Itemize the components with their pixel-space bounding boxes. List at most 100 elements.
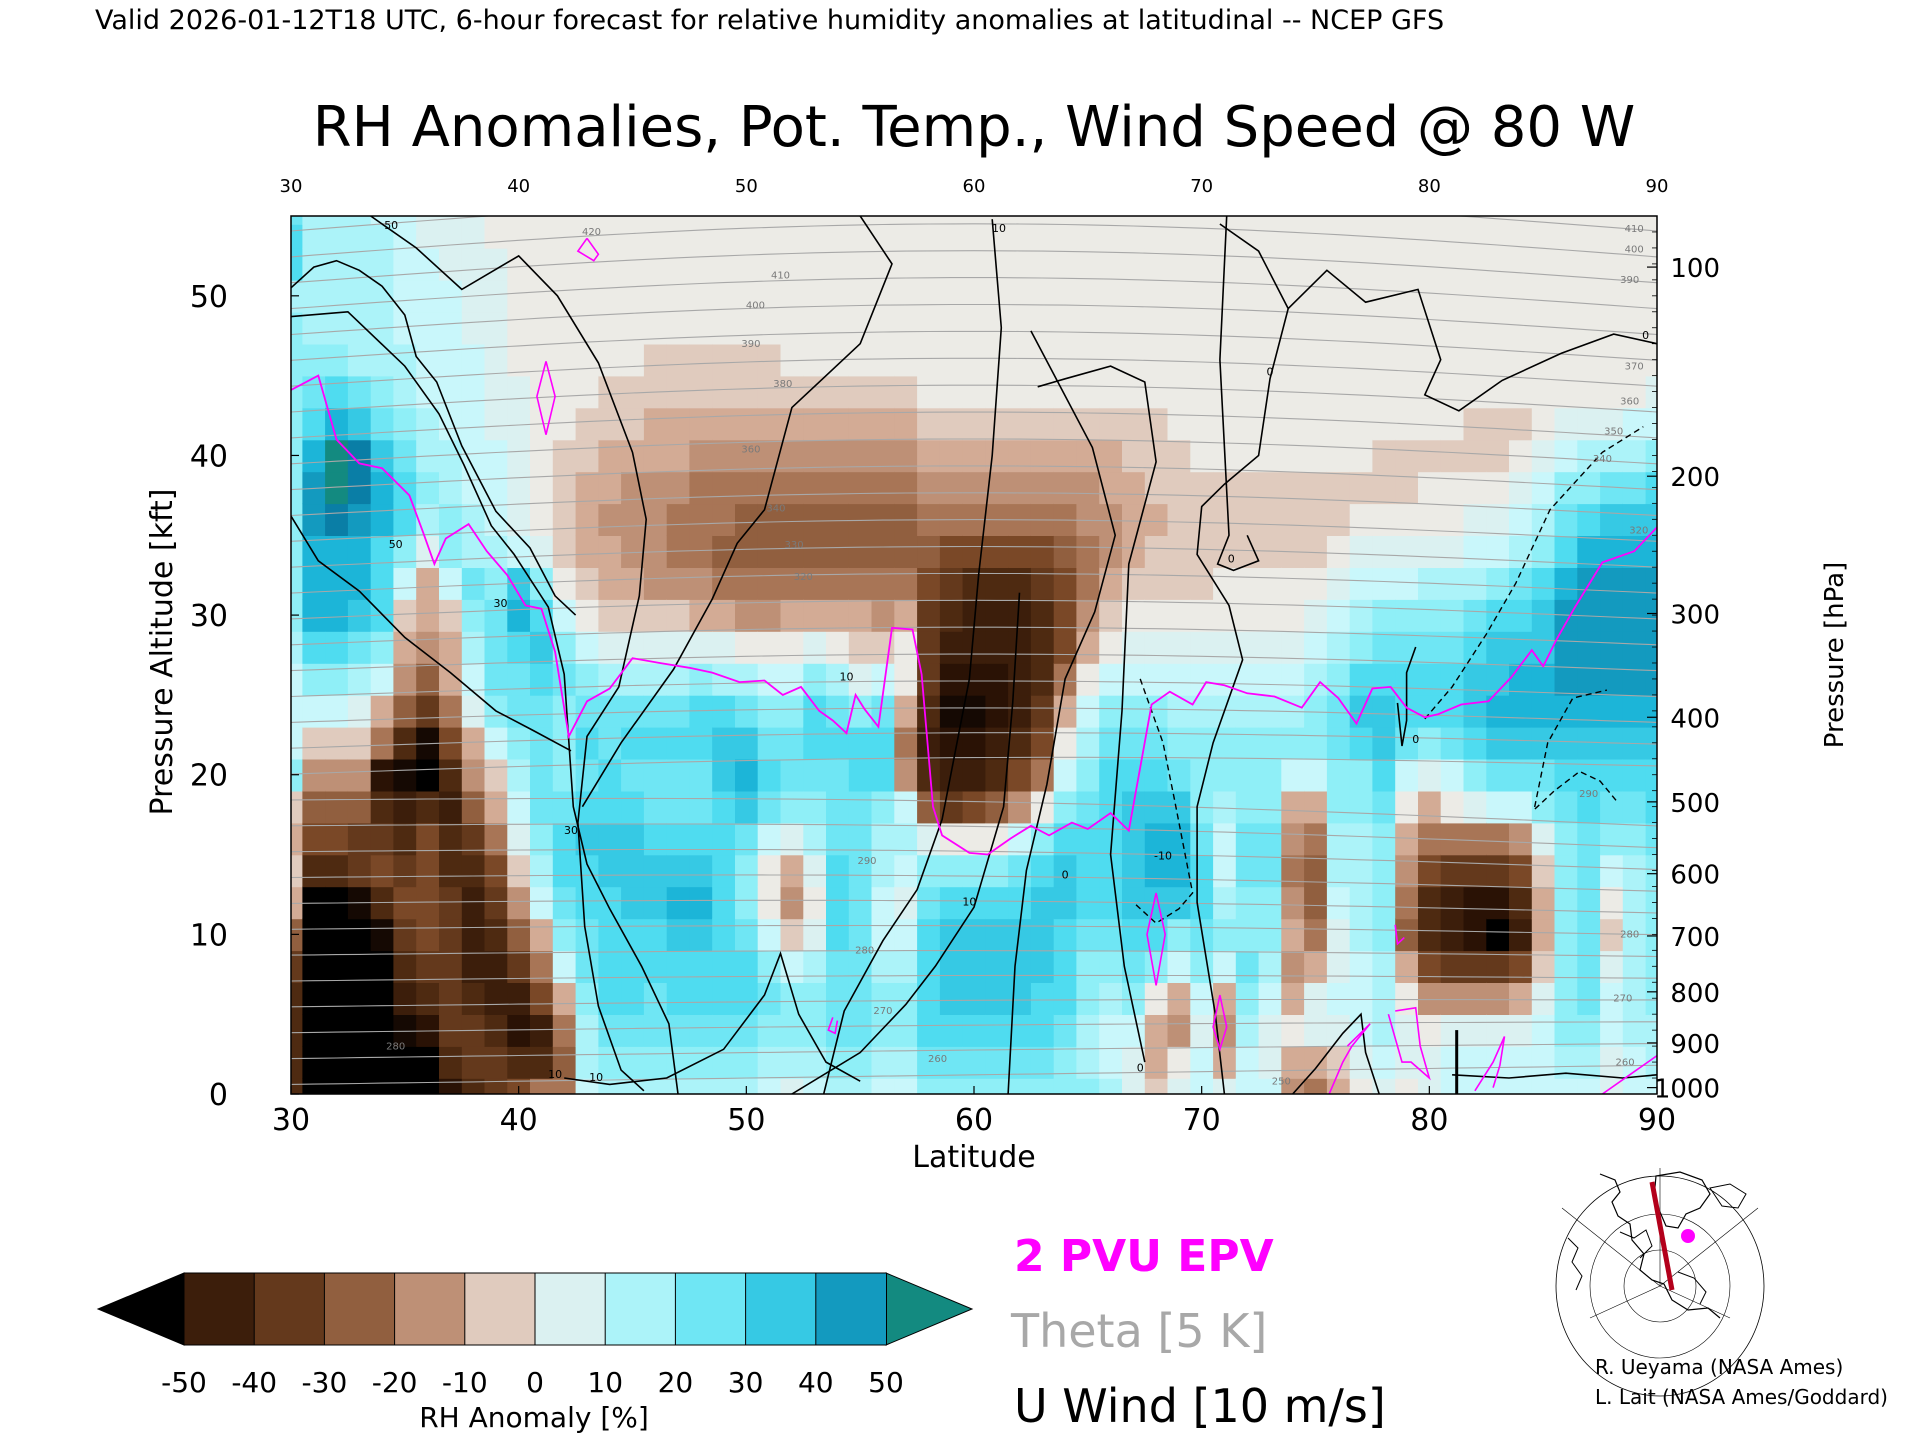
rh-cell <box>325 216 349 225</box>
rh-cell <box>621 758 645 792</box>
rh-cell <box>291 375 304 409</box>
rh-cell <box>871 1078 896 1094</box>
rh-cell <box>712 854 736 888</box>
rh-cell <box>393 599 417 632</box>
rh-cell <box>1053 1078 1078 1094</box>
rh-cell <box>735 1046 759 1079</box>
rh-cell <box>1486 758 1510 792</box>
rh-cell <box>962 694 987 728</box>
rh-cell <box>1600 503 1624 536</box>
rh-cell <box>1645 311 1657 345</box>
rh-cell <box>370 1046 395 1079</box>
rh-cell <box>689 1078 713 1094</box>
rh-cell <box>370 375 395 409</box>
rh-cell <box>1531 1046 1556 1079</box>
rh-cell <box>1099 279 1123 313</box>
rh-cell <box>780 279 805 313</box>
rh-cell <box>439 918 463 952</box>
rh-cell <box>894 599 918 632</box>
rh-cell <box>1486 982 1510 1015</box>
rh-cell <box>598 758 622 792</box>
rh-cell <box>1167 1014 1192 1047</box>
rh-cell <box>1349 854 1374 888</box>
wind-label: 0 <box>1062 869 1069 882</box>
rh-cell <box>826 694 850 728</box>
rh-cell <box>1190 224 1214 249</box>
rh-cell <box>461 599 486 632</box>
rh-cell <box>1053 950 1078 983</box>
rh-cell <box>302 224 326 249</box>
rh-cell <box>1486 822 1510 856</box>
rh-cell <box>894 247 918 281</box>
rh-cell <box>1509 886 1533 920</box>
rh-cell <box>1304 247 1328 281</box>
rh-cell <box>291 471 304 505</box>
rh-cell <box>1531 631 1556 664</box>
rh-cell <box>598 854 622 888</box>
rh-cell <box>575 694 600 728</box>
credits: R. Ueyama (NASA Ames) L. Lait (NASA Ames… <box>1595 1352 1888 1412</box>
rh-cell <box>530 311 554 345</box>
rh-cell <box>1326 918 1351 952</box>
rh-cell <box>325 599 349 632</box>
rh-cell <box>291 567 304 600</box>
rh-cell <box>347 822 372 856</box>
rh-cell <box>1622 343 1647 377</box>
rh-cell <box>1122 279 1146 313</box>
rh-cell <box>735 343 759 377</box>
rh-cell <box>598 950 622 983</box>
rh-cell <box>1235 343 1260 377</box>
x-tick-label: 70 <box>1183 1103 1221 1138</box>
rh-cell <box>439 822 463 856</box>
rh-cell <box>1509 758 1533 792</box>
rh-cell <box>325 663 349 696</box>
rh-cell <box>871 1046 896 1079</box>
rh-cell <box>461 247 486 281</box>
rh-cell <box>1645 247 1657 281</box>
rh-cell <box>1008 854 1032 888</box>
rh-cell <box>1281 216 1305 225</box>
rh-cell <box>1326 247 1351 281</box>
rh-cell <box>598 471 622 505</box>
rh-cell <box>689 758 713 792</box>
rh-cell <box>1418 694 1442 728</box>
credit-line-1: R. Ueyama (NASA Ames) <box>1595 1355 1844 1379</box>
rh-cell <box>302 407 326 441</box>
x-tick-label: 60 <box>955 1103 993 1138</box>
rh-cell <box>370 854 395 888</box>
wind-contour <box>370 216 648 1092</box>
rh-cell <box>1099 822 1123 856</box>
rh-cell <box>917 471 941 505</box>
rh-cell <box>712 631 736 664</box>
rh-cell <box>325 822 349 856</box>
rh-cell <box>871 471 896 505</box>
rh-cell <box>1258 1046 1283 1079</box>
rh-cell <box>1395 758 1419 792</box>
rh-cell <box>1258 224 1283 249</box>
rh-cell <box>712 694 736 728</box>
rh-cell <box>826 599 850 632</box>
rh-cell <box>1304 663 1328 696</box>
rh-cell <box>1304 471 1328 505</box>
rh-cell <box>917 631 941 664</box>
rh-cell <box>712 343 736 377</box>
rh-cell <box>621 950 645 983</box>
rh-cell <box>325 247 349 281</box>
rh-cell <box>1486 726 1510 760</box>
rh-cell <box>1167 631 1192 664</box>
rh-cell <box>1463 950 1488 983</box>
rh-cell <box>1030 726 1055 760</box>
rh-cell <box>1099 224 1123 249</box>
rh-cell <box>1440 854 1465 888</box>
rh-cell <box>1053 224 1078 249</box>
rh-cell <box>666 247 691 281</box>
rh-cell <box>917 567 941 600</box>
rh-cell <box>894 822 918 856</box>
rh-cell <box>325 950 349 983</box>
rh-cell <box>484 535 509 568</box>
rh-cell <box>826 982 850 1015</box>
rh-cell <box>461 950 486 983</box>
rh-cell <box>1076 503 1100 536</box>
rh-cell <box>1304 694 1328 728</box>
rh-cell <box>507 663 531 696</box>
